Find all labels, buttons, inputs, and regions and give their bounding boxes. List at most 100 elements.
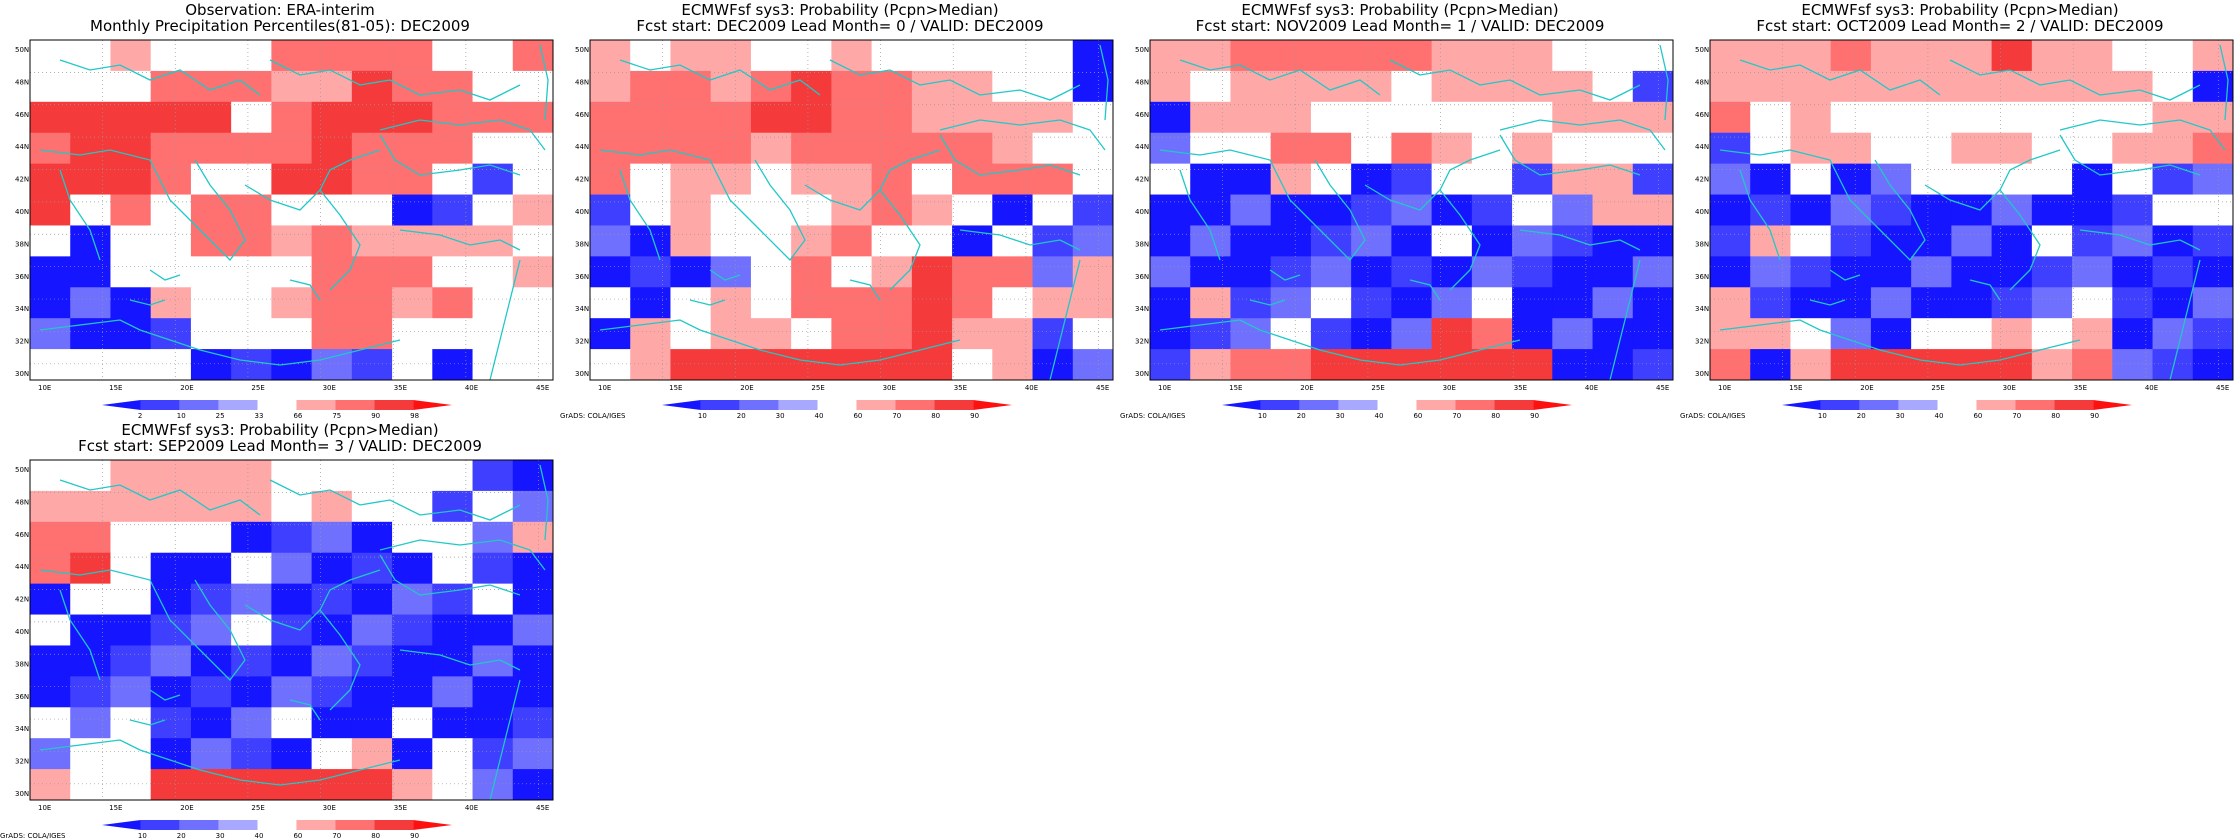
- grid-cell: [1190, 101, 1231, 134]
- latitude-label: 34N: [15, 305, 29, 313]
- latitude-label: 30N: [1135, 370, 1149, 378]
- grid-cell: [311, 256, 353, 288]
- coastline: [39, 739, 401, 786]
- grid-cell: [1870, 349, 1912, 381]
- coastline: [619, 59, 821, 96]
- legend-tick-label: 70: [1452, 412, 1461, 420]
- grid-cell: [1750, 318, 1791, 350]
- legend-tick-label: 40: [815, 412, 824, 420]
- grid-cell: [590, 225, 631, 257]
- coastline: [1809, 299, 1846, 306]
- grid-cell: [1592, 70, 1634, 103]
- coastline: [1049, 259, 1081, 381]
- grid-cell: [791, 132, 832, 165]
- map-canvas: 50N 48N 46N 44N 42N 40N 38N 36N 34N 32N 30N 10E 15E 2…: [15, 39, 554, 420]
- grid-cell: [992, 256, 1034, 288]
- grid-cell: [512, 101, 554, 134]
- grid-cell: [1911, 132, 1952, 165]
- grid-cell: [670, 349, 712, 381]
- grid-cell: [311, 552, 353, 585]
- grads-credit: GrADS: COLA/IGES: [1680, 412, 1746, 420]
- latitude-label: 36N: [15, 273, 29, 281]
- grid-cell: [351, 676, 393, 708]
- grid-cell: [1991, 225, 2033, 257]
- grid-cell: [432, 552, 474, 585]
- grid-cell: [670, 256, 712, 288]
- coastline: [379, 119, 546, 151]
- grid-cell: [351, 70, 393, 103]
- grid-cell: [750, 40, 792, 72]
- grid-cell: [351, 194, 393, 226]
- grid-cell: [2031, 256, 2073, 288]
- grid-cell: [110, 521, 152, 554]
- grid-cell: [1150, 349, 1191, 381]
- grid-cell: [512, 318, 554, 350]
- legend-swatch: [413, 400, 452, 410]
- grid-cell: [150, 163, 192, 196]
- grid-cell: [1512, 256, 1553, 288]
- grid-cell: [472, 460, 514, 492]
- grid-cell: [190, 707, 232, 739]
- coastline: [39, 319, 401, 366]
- grid-cell: [1310, 256, 1352, 288]
- grid-cell: [1150, 132, 1191, 165]
- coastline: [489, 679, 521, 801]
- coastline: [1409, 279, 1441, 301]
- grid-cell: [1512, 40, 1553, 72]
- grid-cell: [150, 256, 192, 288]
- grid-cell: [2031, 132, 2073, 165]
- grid-cell: [2192, 40, 2234, 72]
- grid-cell: [351, 318, 393, 350]
- grid-cell: [871, 256, 913, 288]
- grid-cell: [1790, 40, 1832, 72]
- grid-cell: [1911, 318, 1952, 350]
- grid-cell: [311, 521, 353, 554]
- latitude-label: 46N: [575, 111, 589, 119]
- grid-cell: [590, 40, 631, 72]
- grid-cell: [1951, 256, 1993, 288]
- legend-swatch: [179, 820, 219, 830]
- legend-swatch: [2015, 400, 2055, 410]
- grid-cell: [1830, 349, 1872, 381]
- grid-cell: [1471, 349, 1513, 381]
- grid-cell: [2152, 40, 2194, 72]
- grid-cell: [392, 769, 433, 801]
- grid-cell: [231, 676, 272, 708]
- latitude-label: 44N: [15, 143, 29, 151]
- grid-cell: [2072, 132, 2113, 165]
- coastline: [1364, 184, 1481, 291]
- grid-cell: [271, 460, 313, 492]
- latitude-label: 40N: [15, 208, 29, 216]
- grid-cell: [1230, 256, 1272, 288]
- grid-cell: [432, 521, 474, 554]
- grid-cell: [311, 194, 353, 226]
- grid-cell: [1710, 349, 1751, 381]
- grid-cell: [1911, 287, 1952, 319]
- grid-cell: [670, 70, 712, 103]
- legend-tick-label: 90: [410, 832, 419, 840]
- grid-cell: [392, 70, 433, 103]
- grid-cell: [1431, 101, 1473, 134]
- grid-cell: [2072, 287, 2113, 319]
- longitude-label: 45E: [536, 384, 549, 392]
- grid-cell: [432, 645, 474, 677]
- grid-cell: [150, 349, 192, 381]
- grid-cell: [30, 287, 71, 319]
- grid-cell: [1310, 132, 1352, 165]
- grid-cell: [392, 287, 433, 319]
- latitude-label: 38N: [15, 660, 29, 668]
- coastline: [1609, 259, 1641, 381]
- latitude-label: 38N: [575, 240, 589, 248]
- grid-cell: [231, 225, 272, 257]
- latitude-label: 38N: [15, 240, 29, 248]
- grid-cell: [2072, 40, 2113, 72]
- grid-cell: [1072, 194, 1114, 226]
- map-frame: [29, 459, 554, 801]
- grid-cell: [1870, 40, 1912, 72]
- grid-cell: [1632, 349, 1674, 381]
- map-canvas: 50N 48N 46N 44N 42N 40N 38N 36N 34N 32N 30N 10E 15E 2…: [15, 459, 554, 840]
- grid-cell: [70, 676, 111, 708]
- grid-cell: [472, 70, 514, 103]
- grid-cell: [472, 769, 514, 801]
- grid-cell: [630, 256, 671, 288]
